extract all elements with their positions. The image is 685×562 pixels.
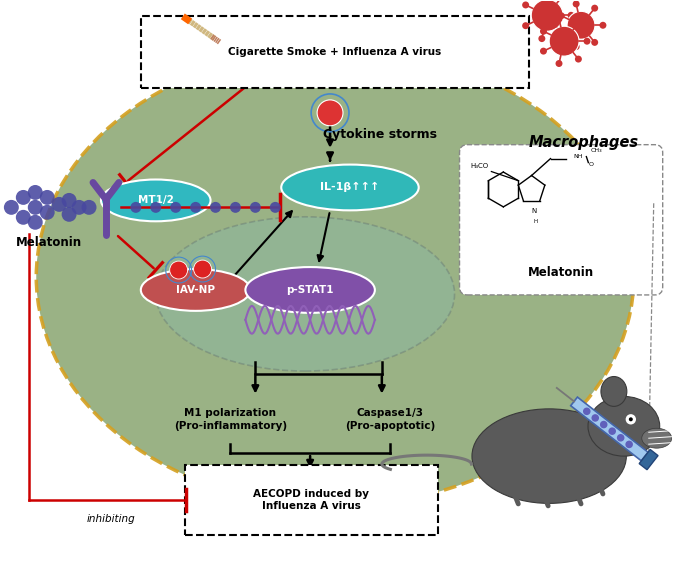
Circle shape [82,200,97,215]
Circle shape [270,202,281,213]
Circle shape [584,38,590,44]
Circle shape [28,185,42,200]
Circle shape [549,26,579,56]
Circle shape [573,43,580,50]
Circle shape [617,434,625,442]
Circle shape [317,100,343,126]
Circle shape [591,39,598,46]
Ellipse shape [282,165,419,210]
Text: Melatonin: Melatonin [528,265,594,279]
Circle shape [62,207,77,222]
Text: NH: NH [573,154,583,159]
Ellipse shape [36,48,634,506]
Text: p-STAT1: p-STAT1 [286,285,334,295]
Ellipse shape [245,267,375,313]
Ellipse shape [601,377,627,406]
Circle shape [608,427,616,435]
Ellipse shape [101,179,210,221]
Circle shape [625,441,633,448]
Circle shape [16,210,31,225]
Circle shape [556,15,562,22]
Circle shape [575,56,582,62]
Text: MT1/2: MT1/2 [138,196,174,205]
Circle shape [540,48,547,55]
Circle shape [62,193,77,208]
Circle shape [567,11,595,39]
Ellipse shape [155,217,455,371]
Ellipse shape [588,396,660,456]
Circle shape [28,200,42,215]
Text: Cigarette Smoke + Influenza A virus: Cigarette Smoke + Influenza A virus [228,47,442,57]
Circle shape [558,12,564,19]
Circle shape [599,22,606,29]
Circle shape [573,1,580,7]
FancyBboxPatch shape [141,16,530,88]
Circle shape [4,200,18,215]
Text: inhibiting: inhibiting [86,514,136,524]
Circle shape [591,4,598,12]
Text: Cytokine storms: Cytokine storms [323,128,437,141]
Circle shape [194,260,212,278]
Circle shape [558,31,564,38]
Text: CH₃: CH₃ [590,148,602,153]
Circle shape [190,202,201,213]
FancyBboxPatch shape [185,465,438,534]
Text: O: O [588,162,593,167]
Text: N: N [531,209,536,214]
FancyBboxPatch shape [460,144,662,295]
Text: M1 polarization
(Pro-inflammatory): M1 polarization (Pro-inflammatory) [174,407,287,431]
Circle shape [558,30,566,38]
Circle shape [250,202,261,213]
Circle shape [40,205,55,220]
Circle shape [522,22,529,29]
Circle shape [600,421,608,428]
Ellipse shape [472,409,626,504]
Ellipse shape [141,269,251,311]
Circle shape [625,414,636,424]
Circle shape [522,2,529,8]
Circle shape [130,202,141,213]
Circle shape [16,190,31,205]
Circle shape [170,202,181,213]
Text: AECOPD induced by
Influenza A virus: AECOPD induced by Influenza A virus [253,488,369,511]
Circle shape [568,12,575,19]
Text: IL-1β↑↑↑: IL-1β↑↑↑ [321,183,379,193]
Circle shape [540,28,547,35]
Circle shape [575,20,582,27]
Text: Macrophages: Macrophages [529,135,639,150]
Circle shape [583,407,590,415]
Circle shape [210,202,221,213]
Circle shape [51,197,66,212]
Circle shape [556,60,562,67]
Circle shape [532,0,563,31]
Text: Melatonin: Melatonin [16,235,82,249]
Text: H₃CO: H₃CO [471,162,488,169]
Circle shape [40,190,55,205]
Circle shape [150,202,161,213]
Circle shape [538,35,545,42]
Polygon shape [639,450,658,470]
Polygon shape [571,397,648,461]
Text: H: H [534,219,538,224]
Circle shape [72,200,86,215]
Text: IAV-NP: IAV-NP [176,285,215,295]
Ellipse shape [642,428,672,448]
Text: Caspase1/3
(Pro-apoptotic): Caspase1/3 (Pro-apoptotic) [345,407,435,431]
Circle shape [591,414,599,422]
Circle shape [28,215,42,230]
Circle shape [230,202,241,213]
Circle shape [629,418,633,422]
Circle shape [170,261,188,279]
